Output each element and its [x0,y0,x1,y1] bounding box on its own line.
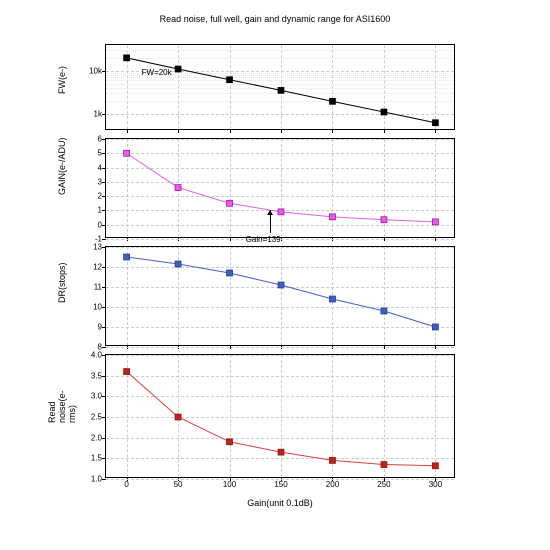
chart-container: Read noise, full well, gain and dynamic … [0,0,550,550]
ytick-label: 1 [98,206,102,215]
ytick-label: 3.0 [91,392,102,401]
ytick-label: 10 [93,303,102,312]
ytick-label: 6 [98,135,102,144]
ytick-label: 1k [94,109,102,118]
xtick-label: 50 [174,480,183,489]
ytick-label: 9 [98,323,102,332]
ytick-label: 13 [93,243,102,252]
plot-dr [106,247,454,345]
ytick-label: 10k [89,66,102,75]
ytick-label: 4.0 [91,351,102,360]
ytick-label: 1.5 [91,454,102,463]
xtick-label: 150 [274,480,287,489]
panel-fw: 1k10kFW=20k [105,44,455,130]
ytick-label: 2.5 [91,413,102,422]
xtick-label: 300 [429,480,442,489]
panel-gain: -10123456Gain=139 [105,138,455,238]
ytick-label: 12 [93,263,102,272]
ytick-label: 1.0 [91,475,102,484]
ylabel-dr: DR(stops) [57,289,67,303]
ytick-label: 3.5 [91,371,102,380]
annotation-fw: FW=20k [142,68,172,77]
ytick-label: 11 [94,283,102,292]
ytick-label: 4 [98,163,102,172]
plot-fw [106,45,454,129]
ytick-label: 3 [98,177,102,186]
ytick-label: 5 [98,149,102,158]
ylabel-fw: FW(e-) [57,80,67,94]
panel-rn: 1.01.52.02.53.03.54.0050100150200250300 [105,354,455,478]
chart-title: Read noise, full well, gain and dynamic … [0,14,550,24]
plot-rn [106,355,454,477]
panel-dr: 8910111213 [105,246,455,346]
xtick-label: 0 [124,480,128,489]
ylabel-gain: GAIN(e-/ADU) [57,181,67,195]
xtick-label: 250 [377,480,390,489]
annotation-gain: Gain=139 [246,235,281,244]
xtick-label: 200 [326,480,339,489]
ytick-label: 2 [98,192,102,201]
xlabel: Gain(unit 0.1dB) [105,498,455,508]
ylabel-rn: Read noise(e-rms) [47,409,77,423]
plot-gain [106,139,454,237]
xtick-label: 100 [223,480,236,489]
ytick-label: 2.0 [91,433,102,442]
ytick-label: 0 [98,220,102,229]
